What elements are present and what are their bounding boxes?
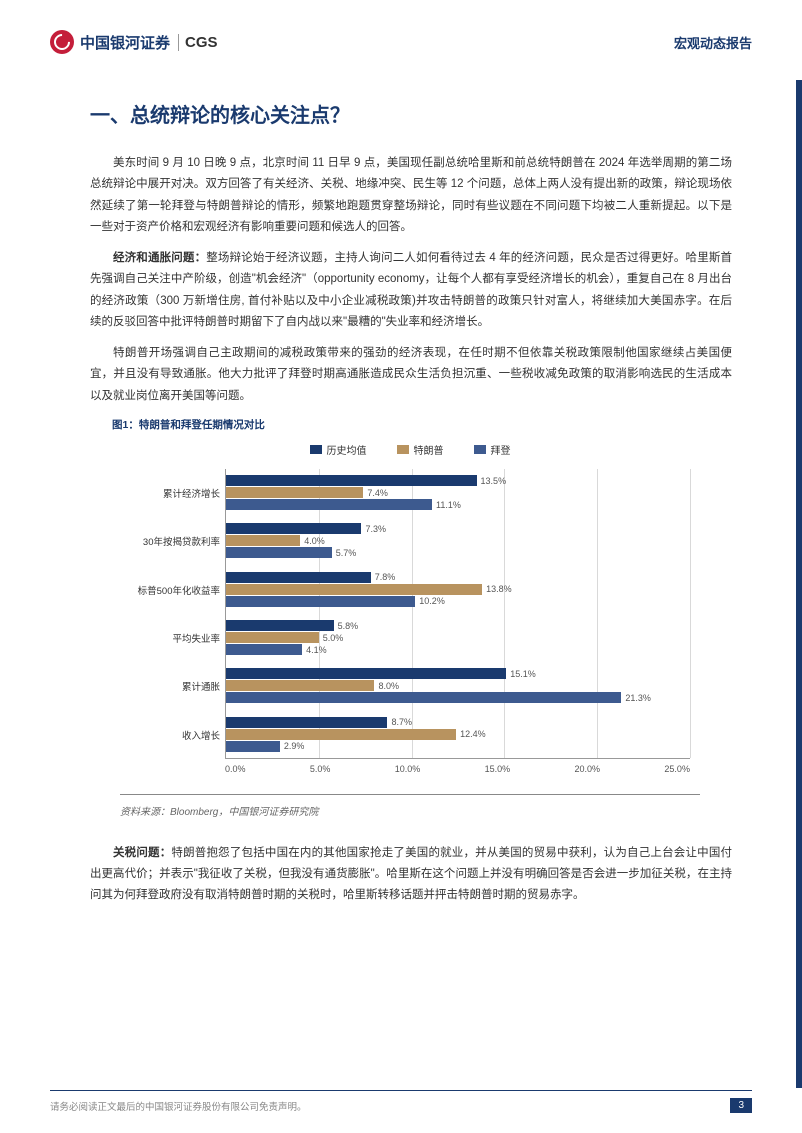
grid-line (412, 469, 413, 758)
p4-label: 关税问题： (113, 847, 171, 859)
paragraph-tariff: 关税问题：特朗普抱怨了包括中国在内的其他国家抢走了美国的就业，并从美国的贸易中获… (90, 843, 732, 907)
bar-group: 7.3%4.0%5.7% (226, 523, 690, 559)
disclaimer-text: 请务必阅读正文最后的中国银河证券股份有限公司免责声明。 (50, 1099, 307, 1113)
bar: 13.8% (226, 584, 482, 595)
legend-item: 历史均值 (310, 442, 367, 457)
bar: 5.7% (226, 547, 332, 558)
section-title: 一、总统辩论的核心关注点？ (90, 99, 732, 128)
bar-value-label: 13.8% (482, 584, 512, 594)
company-logo: 中国银河证券 CGS (50, 30, 218, 54)
y-label: 累计通胀 (182, 679, 220, 693)
bar-value-label: 7.8% (371, 572, 396, 582)
bar: 5.0% (226, 632, 319, 643)
bar: 13.5% (226, 475, 477, 486)
legend-swatch (310, 445, 322, 454)
bar-group: 7.8%13.8%10.2% (226, 572, 690, 608)
bar-value-label: 7.3% (361, 524, 386, 534)
legend-item: 特朗普 (397, 442, 444, 457)
bar: 5.8% (226, 620, 334, 631)
bar-group: 15.1%8.0%21.3% (226, 668, 690, 704)
bar: 15.1% (226, 668, 506, 679)
y-label: 收入增长 (182, 728, 220, 742)
legend-label: 历史均值 (327, 442, 367, 457)
bar-value-label: 5.8% (334, 621, 359, 631)
x-tick: 10.0% (395, 764, 421, 774)
bar-value-label: 13.5% (477, 476, 507, 486)
bar-value-label: 4.0% (300, 536, 325, 546)
x-tick: 0.0% (225, 764, 246, 774)
grid-line (504, 469, 505, 758)
bar: 2.9% (226, 741, 280, 752)
bar: 8.7% (226, 717, 387, 728)
plot-area: 13.5%7.4%11.1%7.3%4.0%5.7%7.8%13.8%10.2%… (225, 469, 690, 759)
legend-item: 拜登 (474, 442, 511, 457)
logo-text-en: CGS (178, 34, 218, 51)
bar-value-label: 4.1% (302, 645, 327, 655)
logo-text-cn: 中国银河证券 (80, 32, 170, 53)
bar: 4.1% (226, 644, 302, 655)
bar-value-label: 5.7% (332, 548, 357, 558)
paragraph-intro: 美东时间 9 月 10 日晚 9 点，北京时间 11 日早 9 点，美国现任副总… (90, 153, 732, 238)
paragraph-economy: 经济和通胀问题：整场辩论始于经济议题，主持人询问二人如何看待过去 4 年的经济问… (90, 248, 732, 333)
x-tick: 20.0% (575, 764, 601, 774)
bar-value-label: 12.4% (456, 729, 486, 739)
bar-value-label: 7.4% (363, 488, 388, 498)
paragraph-trump-economy: 特朗普开场强调自己主政期间的减税政策带来的强劲的经济表现，在任时期不但依靠关税政… (90, 343, 732, 407)
y-label: 标普500年化收益率 (138, 583, 220, 597)
x-tick: 25.0% (664, 764, 690, 774)
bar-value-label: 11.1% (432, 500, 461, 510)
bar-value-label: 8.0% (374, 681, 399, 691)
bar-value-label: 10.2% (415, 596, 445, 606)
grid-line (690, 469, 691, 758)
page-number: 3 (730, 1098, 752, 1113)
bar: 12.4% (226, 729, 456, 740)
bar: 10.2% (226, 596, 415, 607)
legend-swatch (397, 445, 409, 454)
comparison-chart: 历史均值 特朗普 拜登 累计经济增长 30年按揭贷款利率标普500年化收益率平均失业率… (120, 442, 700, 795)
legend-label: 拜登 (491, 442, 511, 457)
p4-body: 特朗普抱怨了包括中国在内的其他国家抢走了美国的就业，并从美国的贸易中获利，认为自… (90, 847, 732, 902)
bar: 4.0% (226, 535, 300, 546)
bar: 7.4% (226, 487, 363, 498)
logo-icon (50, 30, 74, 54)
chart-legend: 历史均值 特朗普 拜登 (120, 442, 700, 457)
bar: 7.8% (226, 572, 371, 583)
figure-title: 图1：特朗普和拜登任期情况对比 (112, 417, 732, 432)
x-tick: 15.0% (485, 764, 511, 774)
bar: 11.1% (226, 499, 432, 510)
bar: 8.0% (226, 680, 374, 691)
grid-line (319, 469, 320, 758)
legend-swatch (474, 445, 486, 454)
bar-group: 8.7%12.4%2.9% (226, 717, 690, 753)
bar: 21.3% (226, 692, 621, 703)
footer-divider (50, 1090, 752, 1091)
bar-value-label: 21.3% (621, 693, 651, 703)
y-label: 平均失业率 (172, 631, 220, 645)
x-axis: 0.0% 5.0% 10.0% 15.0% 20.0% 25.0% (225, 764, 690, 774)
figure-source: 资料来源：Bloomberg，中国银河证券研究院 (120, 803, 732, 818)
legend-label: 特朗普 (414, 442, 444, 457)
y-axis-labels: 累计经济增长 30年按揭贷款利率标普500年化收益率平均失业率累计通胀收入增长 (120, 469, 225, 759)
y-label: 累计经济增长 (163, 486, 220, 500)
bar-value-label: 15.1% (506, 669, 536, 679)
bar-group: 5.8%5.0%4.1% (226, 620, 690, 656)
grid-line (597, 469, 598, 758)
x-tick: 5.0% (310, 764, 331, 774)
report-type: 宏观动态报告 (674, 33, 752, 52)
bar-value-label: 2.9% (280, 741, 305, 751)
p2-label: 经济和通胀问题： (113, 252, 206, 264)
y-label: 30年按揭贷款利率 (143, 534, 220, 548)
bar-group: 13.5%7.4%11.1% (226, 475, 690, 511)
bar-value-label: 8.7% (387, 717, 412, 727)
bar: 7.3% (226, 523, 361, 534)
bar-value-label: 5.0% (319, 633, 344, 643)
right-edge-bar (796, 80, 802, 1088)
